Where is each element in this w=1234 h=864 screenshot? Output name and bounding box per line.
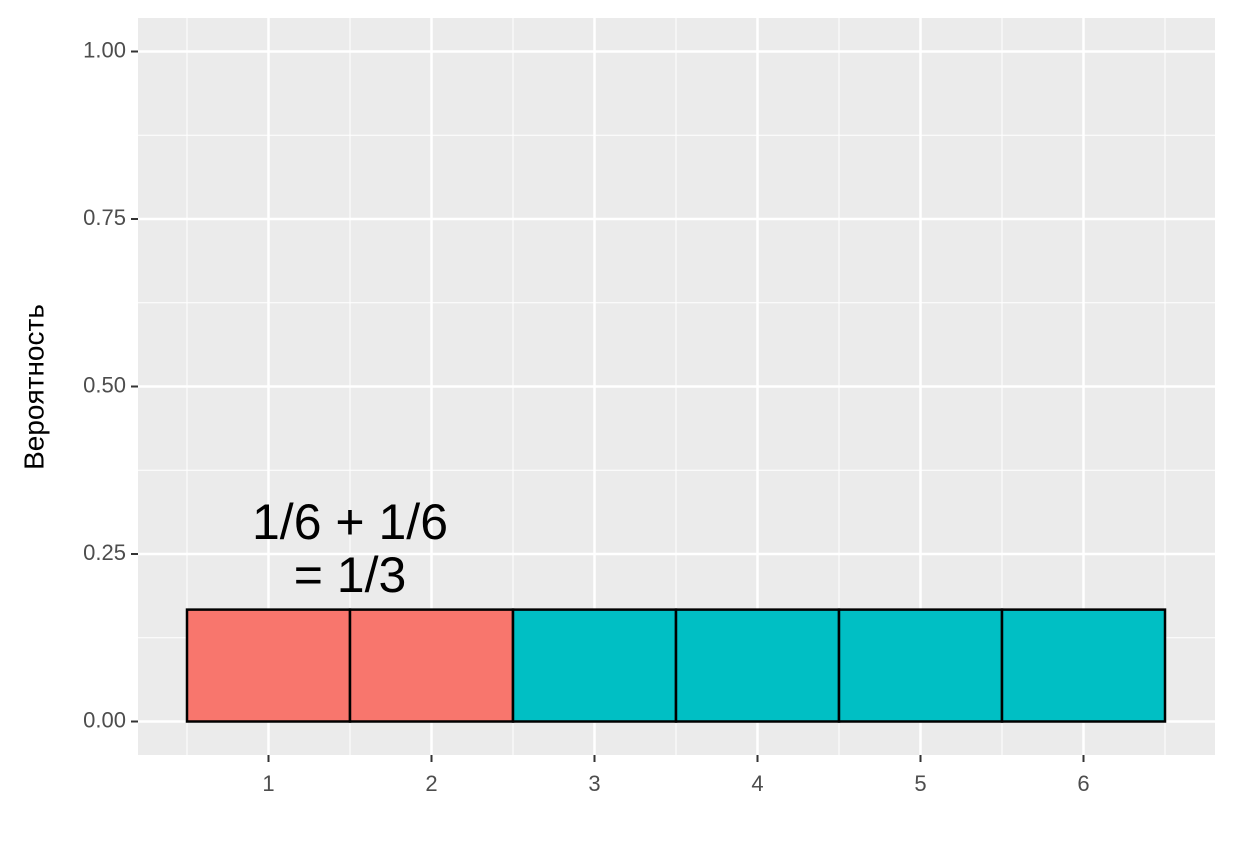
y-tick-label: 0.75 [83, 205, 126, 230]
y-axis-label: Вероятность [18, 304, 49, 470]
y-tick-label: 0.25 [83, 540, 126, 565]
x-tick-label: 1 [262, 771, 274, 796]
x-tick-label: 2 [425, 771, 437, 796]
y-tick-label: 0.00 [83, 707, 126, 732]
x-tick-label: 6 [1077, 771, 1089, 796]
bar [185, 608, 352, 723]
bar [511, 608, 678, 723]
bar [348, 608, 515, 723]
bar [674, 608, 841, 723]
x-tick-label: 3 [588, 771, 600, 796]
annotation: 1/6 + 1/6 [252, 494, 448, 550]
annotation: = 1/3 [294, 547, 407, 603]
bar [1000, 608, 1167, 723]
bar [837, 608, 1004, 723]
x-tick-label: 4 [751, 771, 763, 796]
y-tick-label: 0.50 [83, 372, 126, 397]
x-tick-label: 5 [914, 771, 926, 796]
y-tick-label: 1.00 [83, 37, 126, 62]
